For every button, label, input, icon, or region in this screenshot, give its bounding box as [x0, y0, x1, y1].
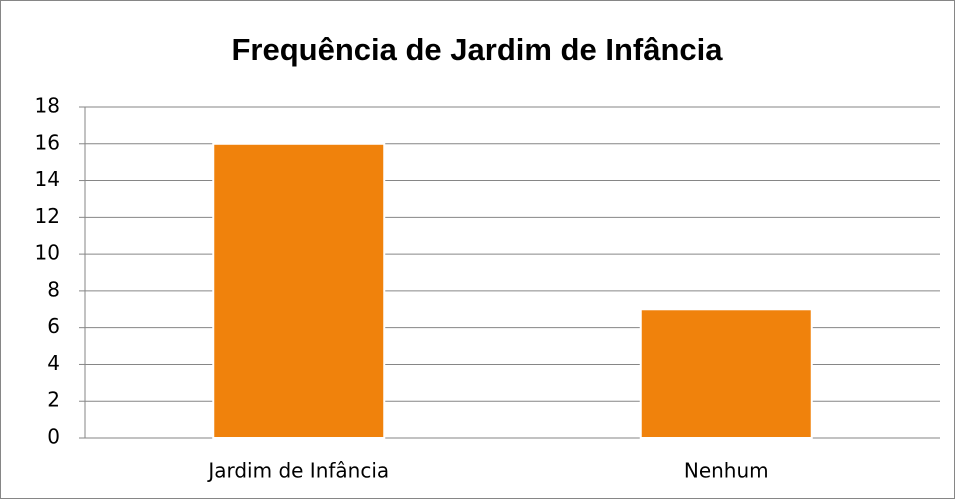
y-tick-label: 6 — [47, 314, 60, 338]
y-tick-label: 2 — [47, 388, 60, 412]
bar — [639, 308, 813, 439]
y-tick-label: 12 — [35, 204, 60, 228]
y-tick-label: 8 — [47, 277, 60, 301]
bar — [212, 142, 386, 439]
y-tick-label: 14 — [35, 167, 60, 191]
y-tick-label: 0 — [47, 425, 60, 449]
x-tick-label: Jardim de Infância — [206, 459, 389, 483]
y-tick-label: 16 — [35, 130, 60, 154]
chart-title: Frequência de Jardim de Infância — [232, 32, 724, 67]
y-tick-label: 4 — [47, 351, 60, 375]
y-tick-label: 10 — [35, 241, 60, 265]
x-tick-label: Nenhum — [684, 459, 769, 483]
y-tick-label: 18 — [35, 94, 60, 118]
